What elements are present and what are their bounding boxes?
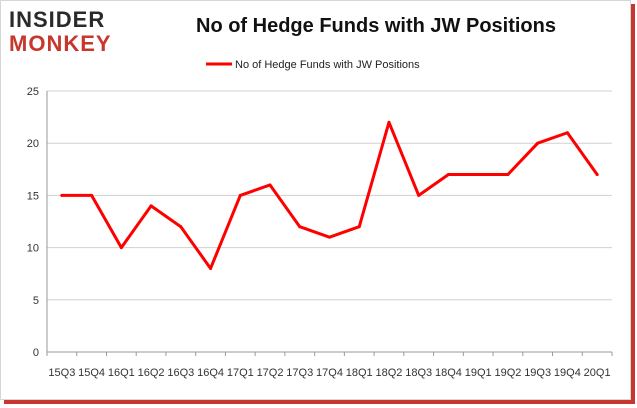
data-point	[328, 235, 331, 239]
x-tick-label: 19Q1	[465, 367, 492, 379]
y-tick-label: 0	[33, 347, 39, 359]
data-point	[595, 173, 599, 177]
logo-line-1: INSIDER	[9, 7, 106, 32]
insider-monkey-logo: INSIDER MONKEY	[9, 7, 121, 57]
y-tick-label: 15	[27, 190, 39, 202]
x-tick-label: 16Q3	[167, 367, 194, 379]
data-point	[565, 131, 569, 135]
data-point	[506, 173, 510, 177]
x-tick-label: 17Q2	[257, 367, 284, 379]
x-tick-label: 16Q1	[108, 367, 135, 379]
data-point	[476, 173, 480, 177]
x-tick-label: 19Q2	[494, 367, 521, 379]
x-tick-label: 18Q1	[346, 367, 373, 379]
y-tick-label: 25	[27, 86, 39, 98]
data-point	[119, 246, 123, 250]
x-tick-label: 20Q1	[584, 367, 611, 379]
data-point	[357, 225, 361, 229]
data-point	[238, 193, 242, 197]
x-tick-label: 17Q3	[286, 367, 313, 379]
y-tick-label: 20	[27, 138, 39, 150]
data-point	[209, 266, 213, 270]
x-tick-label: 17Q4	[316, 367, 343, 379]
x-tick-label: 15Q4	[78, 367, 105, 379]
x-tick-label: 19Q4	[554, 367, 581, 379]
x-tick-label: 17Q1	[227, 367, 254, 379]
data-point	[446, 173, 450, 177]
x-tick-label: 16Q2	[138, 367, 165, 379]
x-tick-label: 19Q3	[524, 367, 551, 379]
legend-label: No of Hedge Funds with JW Positions	[235, 59, 420, 71]
x-tick-label: 16Q4	[197, 367, 224, 379]
x-tick-label: 15Q3	[48, 367, 75, 379]
chart-title: No of Hedge Funds with JW Positions	[196, 15, 556, 37]
y-tick-label: 10	[27, 243, 39, 255]
data-point	[179, 225, 183, 229]
chart-frame: INSIDER MONKEY No of Hedge Funds with JW…	[0, 0, 631, 400]
data-point	[149, 204, 153, 208]
x-tick-label: 18Q3	[405, 367, 432, 379]
logo-line-2: MONKEY	[9, 31, 112, 56]
x-tick-label: 18Q4	[435, 367, 462, 379]
x-tick-label: 18Q2	[376, 367, 403, 379]
data-point	[387, 120, 391, 124]
y-tick-label: 5	[33, 295, 39, 307]
data-point	[60, 193, 64, 197]
data-point	[268, 183, 272, 187]
data-point	[90, 193, 94, 197]
data-point	[536, 141, 540, 145]
data-point	[298, 225, 302, 229]
data-point	[417, 193, 421, 197]
